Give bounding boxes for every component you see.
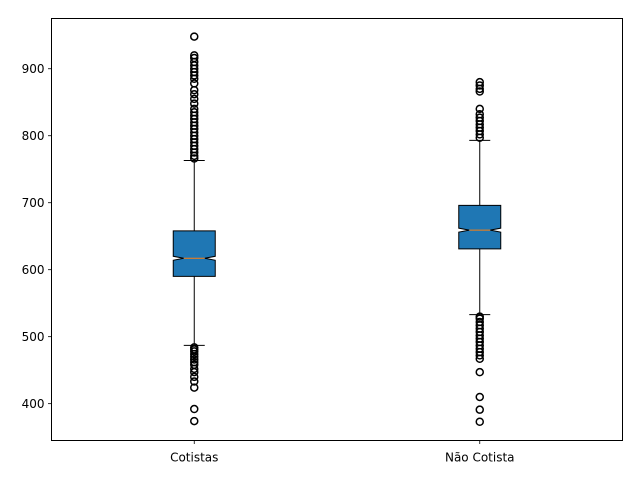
y-tick-label: 900 bbox=[22, 62, 45, 76]
box-group-2 bbox=[458, 77, 502, 426]
box-group-1 bbox=[172, 32, 216, 426]
outlier-point bbox=[475, 367, 484, 377]
outlier-point bbox=[190, 416, 199, 426]
outlier-point bbox=[475, 77, 484, 87]
y-tick-label: 400 bbox=[22, 397, 45, 411]
outlier-point bbox=[475, 417, 484, 426]
outlier-point bbox=[190, 89, 199, 99]
outlier-point bbox=[190, 51, 199, 60]
outlier-point bbox=[475, 392, 484, 402]
outlier-point bbox=[475, 87, 484, 96]
box-body bbox=[458, 204, 502, 250]
outlier-point bbox=[190, 355, 199, 364]
outlier-point bbox=[475, 110, 484, 119]
outlier-point bbox=[475, 104, 484, 114]
outlier-point bbox=[190, 99, 199, 108]
outlier-point bbox=[475, 312, 484, 321]
outlier-point bbox=[190, 154, 199, 163]
outlier-point bbox=[190, 53, 199, 63]
outlier-point bbox=[190, 357, 199, 367]
outlier-point bbox=[190, 383, 199, 392]
outlier-point bbox=[475, 317, 484, 327]
axes-frame bbox=[51, 18, 623, 441]
box-body bbox=[172, 230, 216, 277]
outlier-point bbox=[190, 32, 199, 41]
outlier-point bbox=[190, 360, 199, 370]
outlier-point bbox=[190, 377, 199, 386]
y-tick-label: 500 bbox=[22, 330, 45, 344]
axes: 400 500 600 700 800 900 Cotistas Não Cotista bbox=[22, 62, 515, 464]
outlier-point bbox=[190, 94, 199, 104]
outlier-point bbox=[190, 343, 199, 352]
outlier-point bbox=[475, 81, 484, 90]
plot-area bbox=[172, 32, 502, 426]
outlier-point bbox=[190, 79, 199, 88]
x-tick-label: Cotistas bbox=[170, 451, 218, 465]
y-tick-label: 800 bbox=[22, 129, 45, 143]
y-tick-label: 700 bbox=[22, 196, 45, 210]
outlier-point bbox=[190, 372, 199, 382]
outlier-point bbox=[190, 108, 199, 117]
x-tick-label: Não Cotista bbox=[445, 451, 515, 465]
outlier-point bbox=[475, 113, 484, 122]
outlier-point bbox=[475, 405, 484, 414]
outlier-point bbox=[190, 104, 199, 114]
outlier-point bbox=[190, 404, 199, 414]
y-tick-label: 600 bbox=[22, 263, 45, 277]
